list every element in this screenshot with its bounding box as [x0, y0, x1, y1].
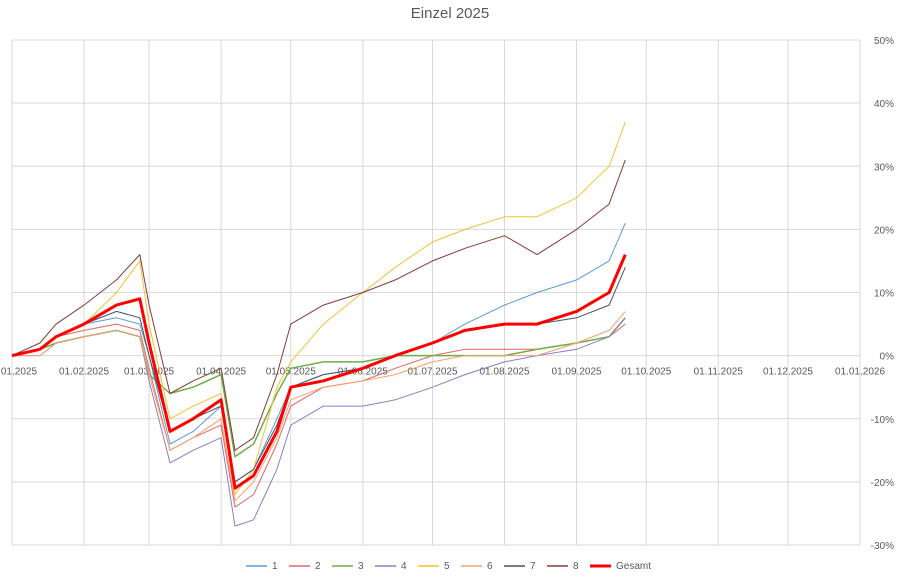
y-tick-label: 50% — [874, 36, 894, 47]
y-tick-label: 0% — [880, 352, 895, 363]
x-tick-label: 01.12.2025 — [763, 367, 813, 378]
series-line-5 — [11, 121, 626, 495]
legend-label: 1 — [272, 561, 278, 572]
x-tick-label: 01.01.2025 — [0, 367, 37, 378]
legend-label: 2 — [315, 561, 321, 572]
x-tick-label: 01.02.2025 — [59, 367, 109, 378]
legend-label: 7 — [530, 561, 536, 572]
series-line-3 — [11, 317, 626, 458]
x-tick-label: 01.01.2026 — [835, 367, 885, 378]
x-tick-label: 01.11.2025 — [694, 367, 744, 378]
series-line-6 — [12, 311, 626, 502]
legend: 1 2 3 4 5 6 7 8 Gesamt — [246, 561, 651, 572]
y-tick-label: -20% — [871, 478, 894, 489]
grid — [11, 39, 861, 546]
legend-label: 5 — [444, 561, 450, 572]
x-tick-label: 01.08.2025 — [480, 367, 530, 378]
legend-label: 6 — [487, 561, 493, 572]
legend-label: 3 — [358, 561, 364, 572]
x-tick-label: 01.03.2025 — [124, 367, 174, 378]
legend-label: 8 — [573, 561, 579, 572]
y-tick-label: 30% — [874, 162, 894, 173]
x-tick-label: 01.09.2025 — [552, 367, 602, 378]
y-tick-label: 10% — [874, 289, 894, 300]
y-tick-label: -10% — [871, 415, 894, 426]
series-line-2 — [11, 323, 626, 508]
legend-label: Gesamt — [616, 561, 651, 572]
series-line-1 — [11, 222, 626, 483]
x-tick-label: 01.10.2025 — [621, 367, 671, 378]
series-lines — [11, 121, 627, 527]
series-line-9 — [11, 254, 627, 490]
x-tick-label: 01.07.2025 — [407, 367, 457, 378]
axis-ticks: 01.01.202501.02.202501.03.202501.04.2025… — [0, 36, 894, 552]
series-line-8 — [11, 159, 626, 451]
y-tick-label: -30% — [871, 541, 894, 552]
y-tick-label: 40% — [874, 99, 894, 110]
legend-label: 4 — [401, 561, 407, 572]
chart-title: Einzel 2025 — [411, 5, 489, 22]
x-tick-label: 01.06.2025 — [338, 367, 388, 378]
y-tick-label: 20% — [874, 225, 894, 236]
x-tick-label: 01.05.2025 — [266, 367, 316, 378]
